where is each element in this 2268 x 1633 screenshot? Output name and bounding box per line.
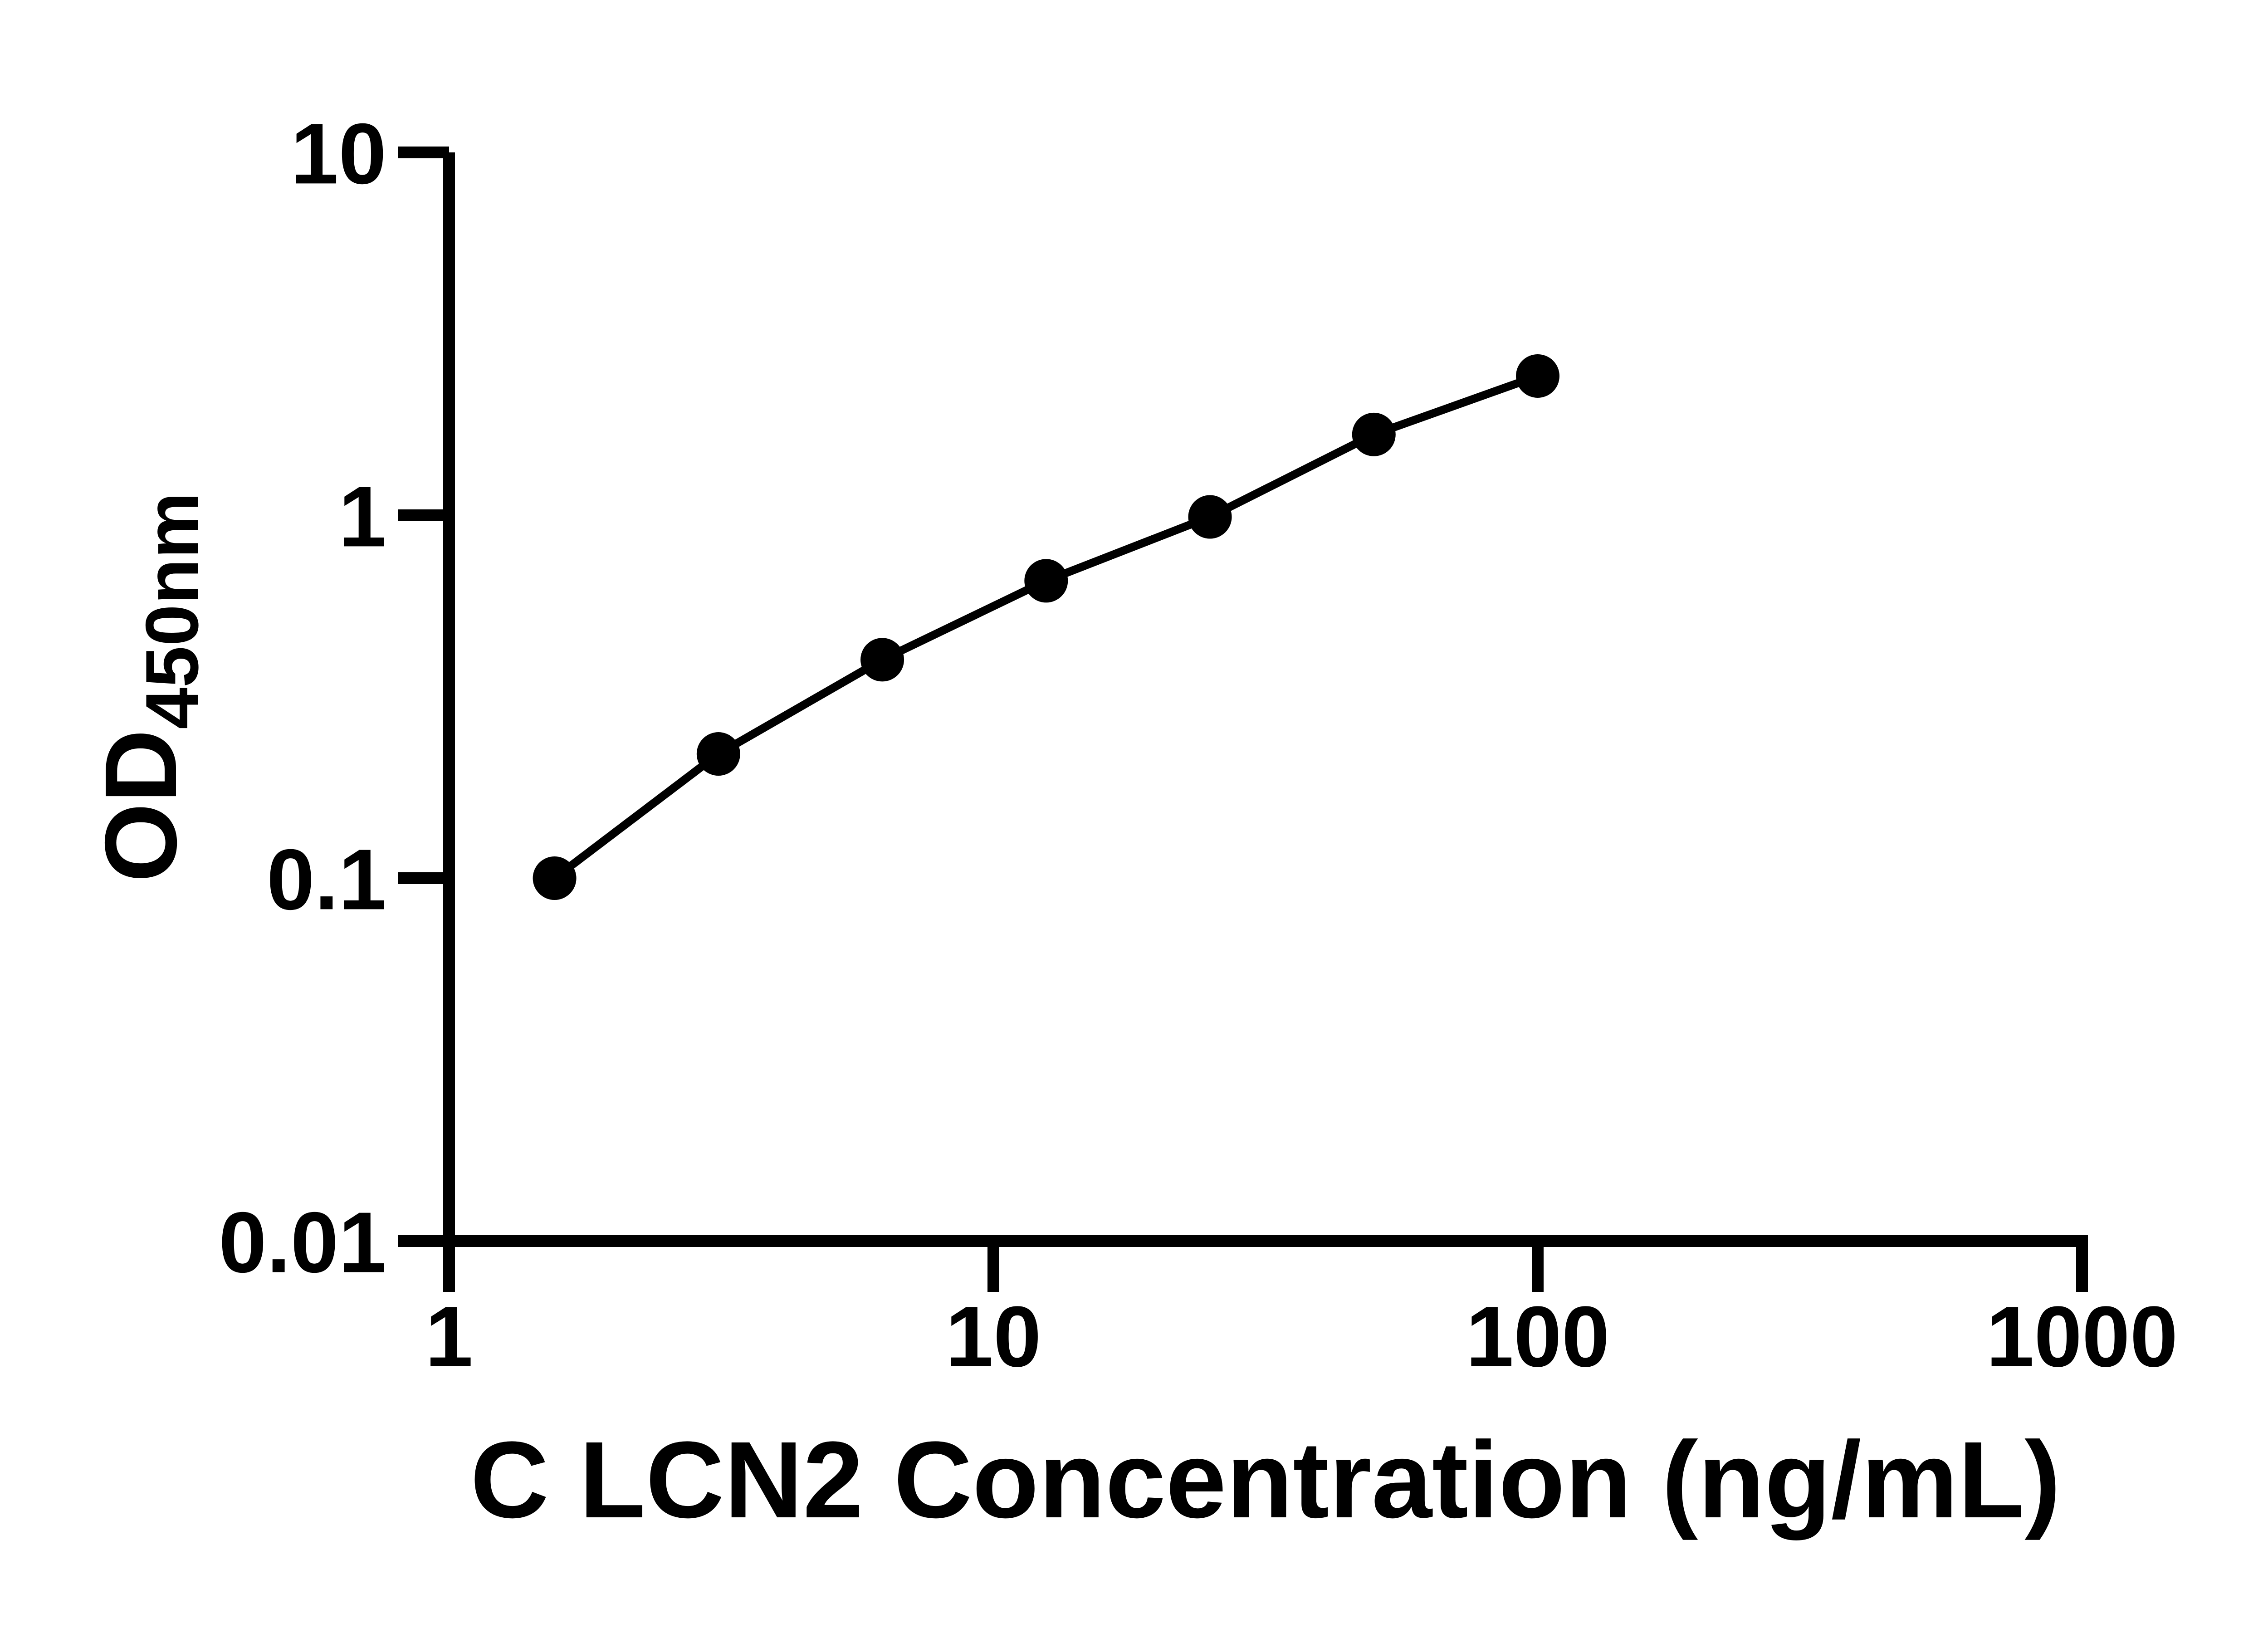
- data-point: [1352, 412, 1396, 456]
- data-point: [1516, 354, 1559, 398]
- data-point: [696, 732, 740, 776]
- x-tick-label: 1: [425, 1289, 473, 1385]
- x-tick-label: 100: [1466, 1289, 1609, 1385]
- y-tick-label: 0.01: [219, 1194, 386, 1291]
- axis-ticks: [398, 147, 2088, 1292]
- data-point: [533, 856, 577, 900]
- y-tick-label: 10: [291, 106, 386, 202]
- data-point: [860, 638, 904, 682]
- y-axis-title-main: OD: [83, 729, 198, 883]
- data-series: [533, 354, 1559, 900]
- y-tick-label: 1: [338, 469, 386, 565]
- y-axis-title: OD450nm: [83, 492, 214, 882]
- x-tick-label: 1000: [1986, 1289, 2178, 1385]
- y-axis-title-subscript: 450nm: [130, 492, 214, 729]
- axes: [443, 152, 2088, 1292]
- y-tick-label: 0.1: [267, 831, 386, 928]
- axis-tick-labels: 10 1 0.1 0.01 1 10 100 1000: [219, 106, 2178, 1385]
- curve-line: [552, 372, 1540, 882]
- x-tick-label: 10: [945, 1289, 1041, 1385]
- data-point: [1188, 495, 1232, 539]
- x-axis-title: C LCN2 Concentration (ng/mL): [470, 1419, 2061, 1540]
- data-point: [1024, 559, 1068, 603]
